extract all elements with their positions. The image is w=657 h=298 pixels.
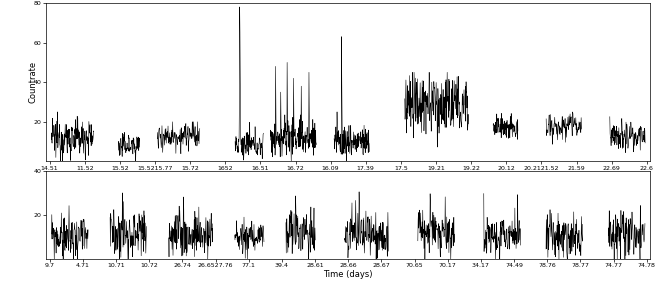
X-axis label: Time (days): Time (days) — [323, 270, 373, 279]
Y-axis label: Countrate: Countrate — [28, 61, 37, 103]
